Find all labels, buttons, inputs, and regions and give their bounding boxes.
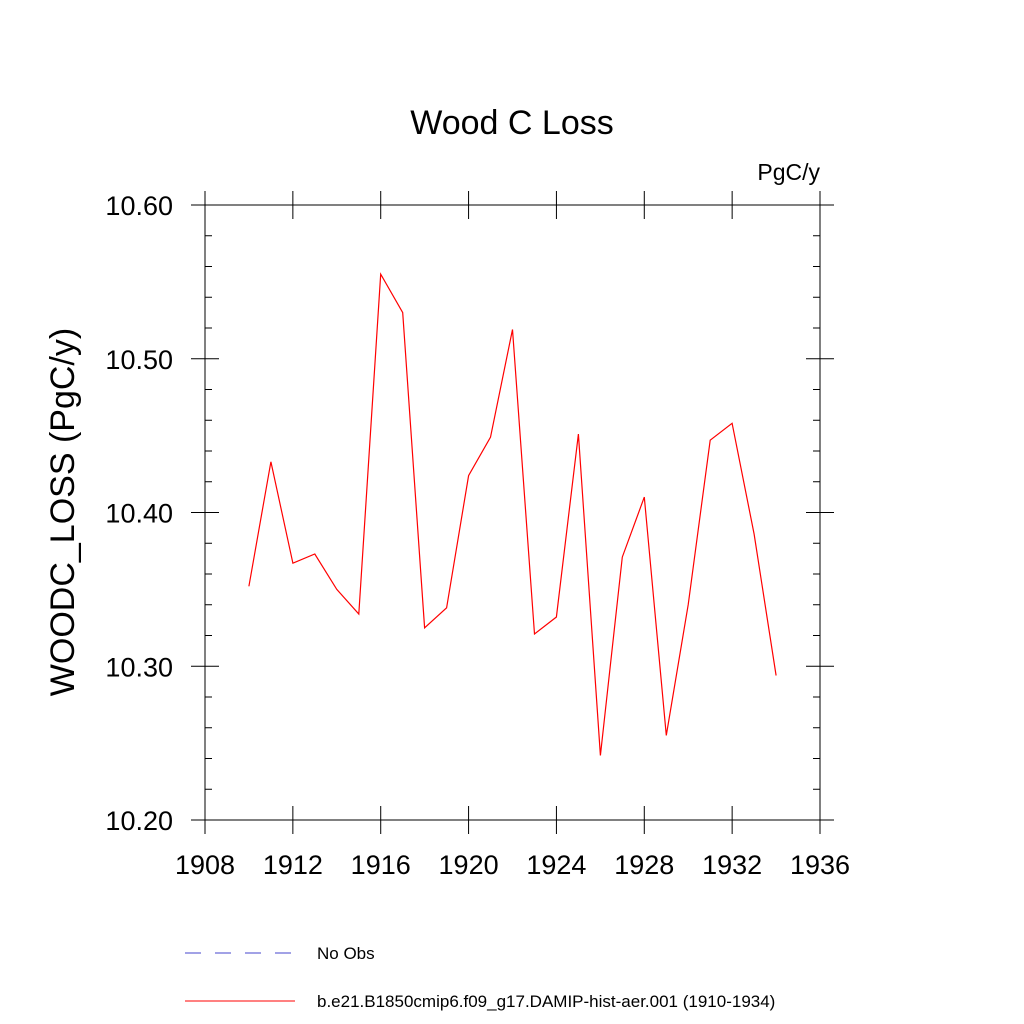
y-axis-label: WOODC_LOSS (PgC/y) <box>44 328 82 696</box>
legend-label: b.e21.B1850cmip6.f09_g17.DAMIP-hist-aer.… <box>317 992 775 1011</box>
x-tick-label: 1936 <box>790 850 850 880</box>
axes: 1908 1912 1916 1920 1924 1928 1932 1936 10.20 10.… <box>105 191 850 880</box>
units-label: PgC/y <box>757 159 820 185</box>
x-tick-label: 1928 <box>614 850 674 880</box>
x-tick-label: 1916 <box>351 850 411 880</box>
x-tick-label: 1924 <box>526 850 586 880</box>
series-layer <box>248 272 777 756</box>
x-tick-label: 1920 <box>439 850 499 880</box>
legend-label: No Obs <box>317 944 375 963</box>
y-tick-label: 10.30 <box>105 652 173 682</box>
x-tick-label: 1912 <box>263 850 323 880</box>
y-tick-label: 10.50 <box>105 345 173 375</box>
y-tick-label: 10.40 <box>105 499 173 529</box>
legend: No Obs b.e21.B1850cmip6.f09_g17.DAMIP-his… <box>185 944 775 1011</box>
series-line <box>248 272 777 756</box>
chart-title: Wood C Loss <box>410 104 613 142</box>
x-tick-label: 1908 <box>175 850 235 880</box>
plot-frame <box>204 204 821 821</box>
y-tick-label: 10.20 <box>105 806 173 836</box>
y-tick-label: 10.60 <box>105 191 173 221</box>
x-tick-label: 1932 <box>702 850 762 880</box>
